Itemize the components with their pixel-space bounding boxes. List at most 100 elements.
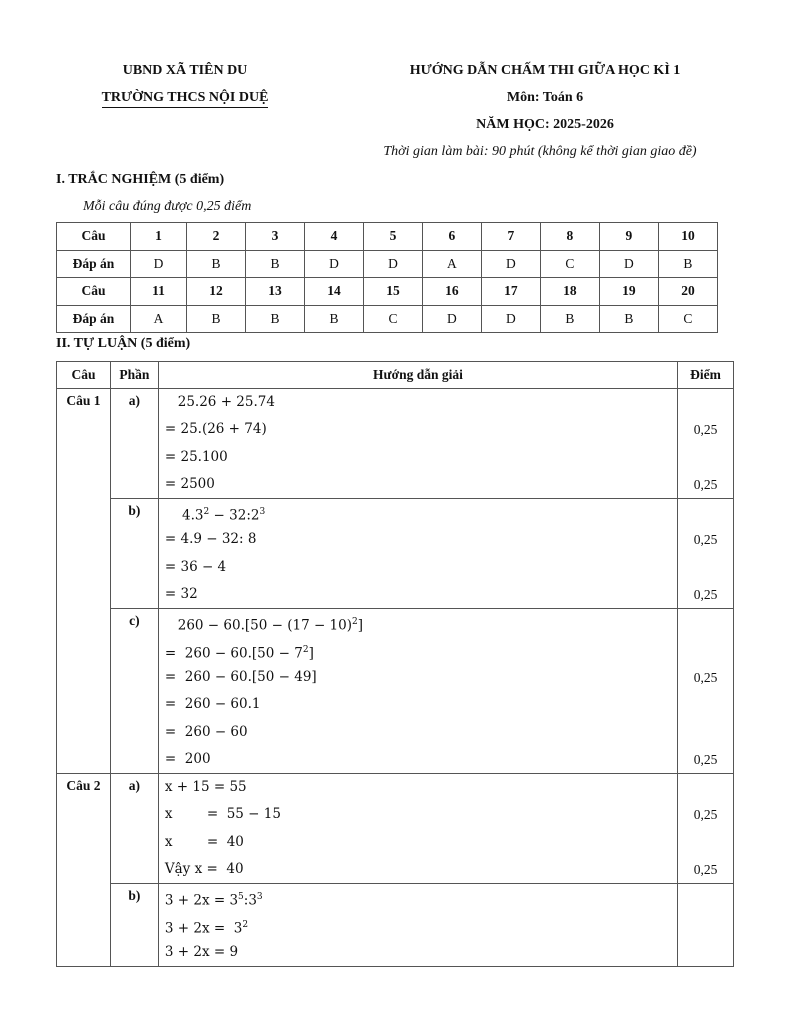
table-row: Câu 2 a) x + 15 = 55 x = 55 − 15 x = 40 Vậy x…	[56, 773, 734, 968]
expression: = 36 − 4	[164, 558, 227, 575]
answer-cell: D	[480, 304, 541, 333]
answer-cell: B	[539, 304, 600, 333]
expression: = 25.(26 + 74)	[164, 421, 267, 438]
solution-line: = 25.100	[159, 444, 677, 471]
exponent: 2	[352, 617, 358, 628]
solution-line: = 4.9 − 32: 8	[159, 526, 677, 553]
score-value: 0,25	[693, 532, 718, 548]
solution-line: = 32	[159, 581, 677, 608]
expression: :3	[243, 892, 257, 909]
answer-cell: B	[657, 249, 719, 278]
question-number-row: Câu 11 12 13 14 15 16 17 18 19 20	[56, 277, 719, 306]
solution-cell: x + 15 = 55 x = 55 − 15 x = 40 Vậy x = 40	[157, 773, 679, 885]
score-value: 0,25	[693, 751, 718, 767]
expression: Vậy x = 40	[164, 861, 244, 878]
part-label: b)	[109, 498, 159, 610]
question-number: 5	[362, 222, 423, 251]
solution-line: x = 55 − 15	[159, 801, 677, 828]
expression: = 25.100	[164, 448, 228, 465]
score-value	[678, 637, 733, 664]
part-label: a)	[109, 387, 159, 500]
score-value	[678, 554, 733, 581]
score-cell: 0,25 0,25	[677, 773, 734, 885]
exponent: 2	[242, 919, 249, 930]
expression: 260 − 60.[50 − (17 − 10)	[164, 617, 353, 634]
expression: 4.3	[164, 507, 204, 524]
question-number: 8	[539, 222, 600, 251]
score-value	[678, 939, 733, 966]
answer-cell: C	[657, 304, 719, 333]
solution-line: = 200	[159, 746, 677, 773]
solution-cell: 3 + 2x = 35:33 3 + 2x = 32 3 + 2x = 9	[157, 883, 679, 968]
exponent: 3	[259, 507, 266, 518]
score-value	[678, 444, 733, 471]
question-number: 11	[130, 277, 187, 306]
header-score: Điểm	[677, 361, 734, 389]
header-part: Phần	[109, 361, 159, 389]
score-value	[678, 691, 733, 718]
solution-line: x = 40	[159, 829, 677, 856]
expression: = 4.9 − 32: 8	[164, 531, 257, 548]
score-value	[678, 829, 733, 856]
multiple-choice-table: Câu 1 2 3 4 5 6 7 8 9 10 Đáp án D B B D D A D C D B Câu 11 12 13 1…	[56, 222, 719, 333]
expression: 3 + 2x = 3	[164, 892, 239, 909]
score-value: 0,25	[693, 587, 718, 603]
score-value: 0,25	[693, 422, 718, 438]
solution-line: 260 − 60.[50 − (17 − 10)2]	[159, 609, 677, 636]
answer-cell: B	[598, 304, 659, 333]
row-label: Câu	[56, 222, 131, 251]
solution-line: = 260 − 60.[50 − 49]	[159, 664, 677, 691]
answer-cell: B	[303, 304, 364, 333]
score-value	[678, 912, 733, 939]
answer-row: Đáp án D B B D D A D C D B	[56, 249, 719, 278]
expression: = 200	[164, 750, 211, 767]
score-cell: 0,25 0,25	[677, 387, 734, 500]
answer-cell: C	[539, 249, 600, 278]
solution-cell: 25.26 + 25.74 = 25.(26 + 74) = 25.100 = 250…	[157, 387, 679, 500]
question-number: 3	[244, 222, 305, 251]
exponent: 3	[256, 892, 263, 903]
solution-line: Vậy x = 40	[159, 856, 677, 883]
solution-line: = 260 − 60	[159, 719, 677, 746]
answer-cell: A	[421, 249, 482, 278]
time-allowed: Thời gian làm bài: 90 phút (không kể thờ…	[383, 144, 697, 159]
row-label: Đáp án	[56, 249, 131, 278]
part-label: a)	[109, 773, 159, 885]
essay-answer-table: Câu Phần Hướng dẫn giải Điểm Câu 1 a) 25.…	[56, 361, 734, 968]
question-number: 4	[303, 222, 364, 251]
exponent: 2	[203, 507, 210, 518]
table-row: c) 260 − 60.[50 − (17 − 10)2] = 260 − 60.…	[57, 608, 734, 775]
expression: x = 55 − 15	[164, 806, 281, 823]
score-cell: 0,25 0,25	[677, 608, 734, 775]
solution-line: = 260 − 60.[50 − 72]	[159, 637, 677, 664]
header-question: Câu	[56, 361, 111, 389]
table-row: b) 3 + 2x = 35:33 3 + 2x = 32 3 + 2x = 9	[57, 883, 734, 968]
subject: Môn: Toán 6	[506, 90, 584, 105]
question-number: 16	[421, 277, 482, 306]
row-label: Đáp án	[56, 304, 131, 333]
table-header-row: Câu Phần Hướng dẫn giải Điểm	[56, 361, 734, 389]
solution-line: 3 + 2x = 32	[159, 912, 677, 939]
question-number: 10	[657, 222, 719, 251]
question-number: 13	[244, 277, 305, 306]
answer-cell: B	[186, 249, 246, 278]
solution-line: 25.26 + 25.74	[159, 389, 677, 416]
solution-cell: 260 − 60.[50 − (17 − 10)2] = 260 − 60.[50…	[157, 608, 679, 775]
expression: ]	[308, 645, 314, 662]
section1-title: I. TRẮC NGHIỆM (5 điểm)	[56, 172, 225, 187]
expression: − 32:2	[209, 507, 260, 524]
row-label: Câu	[56, 277, 131, 306]
expression: ]	[357, 617, 364, 634]
score-cell	[677, 883, 734, 968]
solution-line: 3 + 2x = 9	[159, 939, 677, 966]
expression: = 2500	[164, 475, 215, 492]
answer-cell: C	[362, 304, 423, 333]
section2-title: II. TỰ LUẬN (5 điểm)	[56, 336, 191, 351]
exponent: 2	[302, 644, 309, 655]
expression: = 260 − 60.[50 − 49]	[164, 668, 317, 685]
exponent: 5	[238, 892, 244, 903]
answer-row: Đáp án A B B B C D D B B C	[56, 304, 719, 333]
school-name-text: TRƯỜNG THCS NỘI DUỆ	[101, 90, 269, 108]
expression: 3 + 2x = 9	[164, 943, 239, 960]
score-value: 0,25	[693, 669, 718, 685]
